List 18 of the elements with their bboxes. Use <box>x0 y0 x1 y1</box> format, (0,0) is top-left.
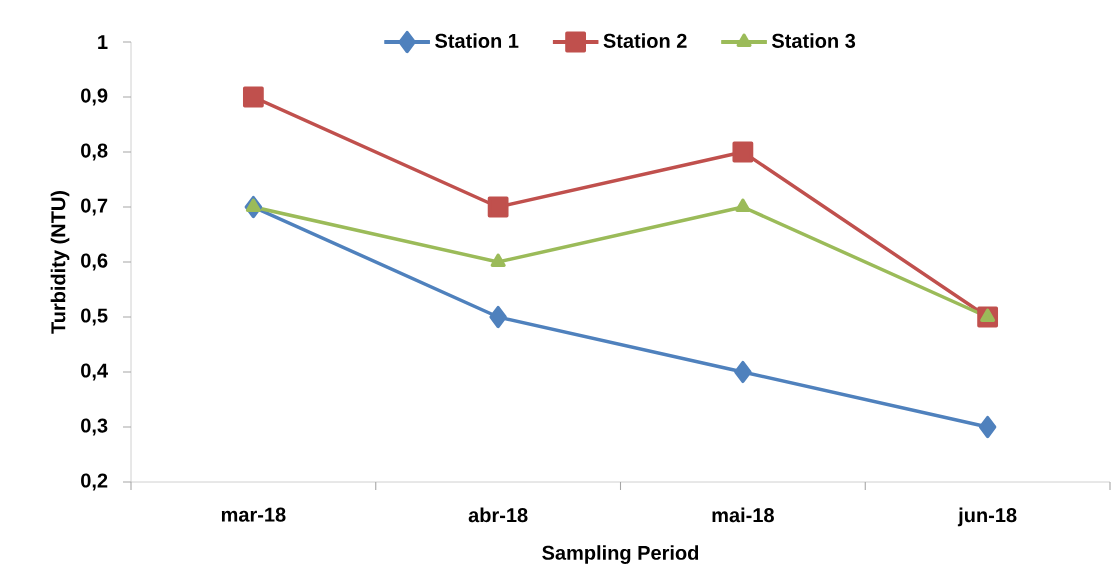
legend-label: Station 3 <box>771 33 856 48</box>
x-axis-title: Sampling Period <box>542 545 699 564</box>
x-tick-label: mar-18 <box>221 507 286 522</box>
legend-label: Station 1 <box>435 33 519 48</box>
y-tick-label: 0,8 <box>81 143 108 161</box>
legend-label: Station 2 <box>603 33 687 48</box>
y-tick-label: 0,2 <box>81 473 108 491</box>
y-tick-label: 0,9 <box>81 88 108 106</box>
y-tick-label: 0,5 <box>81 308 108 326</box>
x-tick-label: abr-18 <box>468 507 528 523</box>
x-tick-label: jun-18 <box>957 507 1017 527</box>
y-tick-label: 0,7 <box>81 198 108 216</box>
y-tick-label: 0,6 <box>81 253 108 271</box>
x-tick-label: mai-18 <box>712 507 774 523</box>
y-tick-label: 0,3 <box>81 418 108 436</box>
y-axis-title: Turbidity (NTU) <box>50 190 70 334</box>
y-tick-label: 1 <box>98 35 108 49</box>
y-tick-label: 0,4 <box>81 363 108 381</box>
